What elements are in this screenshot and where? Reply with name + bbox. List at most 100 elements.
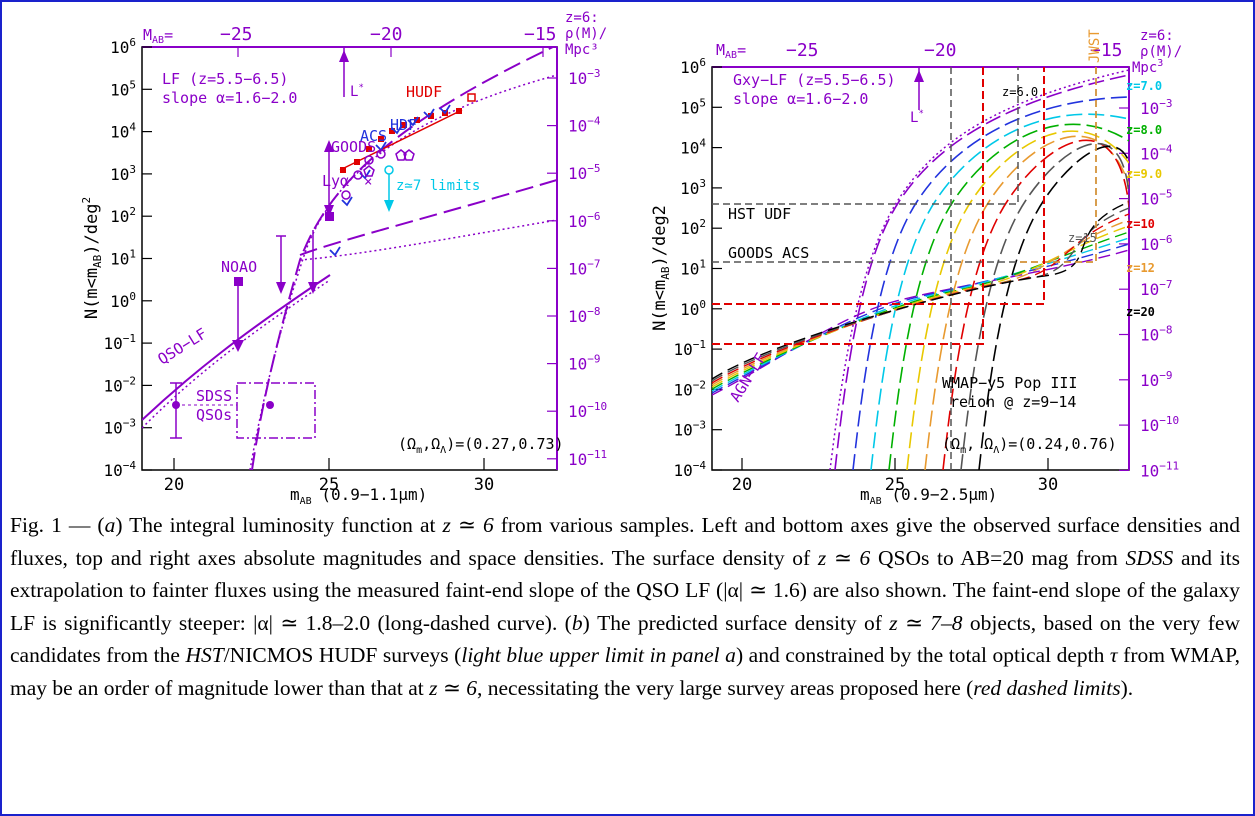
qsos-label: QSOs: [196, 406, 232, 424]
y-tick-label: 103: [110, 163, 136, 184]
agn-lf-curve: [712, 201, 1129, 380]
y-tick-label: 104: [110, 121, 136, 142]
agn-lf-curve: [712, 237, 1129, 392]
z60-label: z=6.0: [1002, 85, 1038, 99]
lf-slope-label: slope α=1.6−2.0: [162, 89, 297, 107]
y-tick-label: 105: [680, 96, 706, 117]
panel-b-right-title: z=6:: [1140, 28, 1174, 44]
redshift-lf-curve: [960, 142, 1129, 470]
panel-b-top-axis-label: MAB=: [716, 41, 746, 61]
top-tick-label: −25: [786, 40, 819, 61]
panel-a-right-title: ρ(M)/: [565, 26, 607, 42]
right-tick-label: 10−6: [1140, 233, 1173, 254]
sdss-point: [172, 401, 180, 409]
panel-b-x-tick-labels: 20 25 30: [732, 475, 1058, 495]
right-tick-label: 10−9: [568, 353, 601, 374]
panel-a: MAB= −25 −20 −15 z=6: ρ(M)/ Mpc³ 1061051…: [80, 10, 607, 505]
lstar-label: L*: [350, 83, 364, 100]
wmap-label: WMAP−y5 Pop III: [942, 374, 1077, 392]
arrowhead: [324, 140, 334, 152]
goods-point: [364, 155, 374, 165]
redshift-lf-curve: [906, 130, 1129, 470]
redshift-legend: z=7.0 z=8.0 z=9.0 z=10 z=12 z=20: [1126, 79, 1162, 319]
galaxy-lf-lower-dotted: [299, 219, 557, 261]
redshift-lf-curve: [852, 96, 1129, 470]
y-tick-label: 101: [680, 258, 706, 279]
goods-pentagon: [403, 149, 415, 161]
x-tick-label: 20: [164, 475, 184, 495]
qso-lf-label: QSO−LF: [155, 324, 210, 368]
y-tick-label: 102: [110, 205, 136, 226]
acs-marker: [341, 196, 353, 207]
right-tick-label: 10−10: [568, 400, 607, 421]
lya-label: Lyα: [322, 172, 349, 190]
goods-pentagon: [363, 165, 375, 177]
acs-marker: [329, 246, 341, 257]
y-tick-label: 10−2: [673, 378, 706, 399]
agn-lf-curve: [712, 243, 1129, 394]
panel-b-y-axis-label: N(m<mAB)/deg2: [650, 205, 672, 331]
hudf-point: [340, 167, 346, 173]
hudf-line: [339, 109, 463, 171]
panel-a-x-tick-labels: 20 25 30: [164, 475, 494, 495]
acs-marker: [423, 108, 435, 119]
hudf-point: [428, 113, 434, 119]
right-tick-label: 10−6: [568, 210, 601, 231]
panel-a-y-tick-labels: 106 105 104 103 102 101 100 10−1 10−2 10−3 10−4: [103, 36, 136, 480]
sdss-label: SDSS: [196, 387, 232, 405]
goods-point: [353, 170, 363, 180]
sdss-box: [236, 382, 316, 439]
panel-a-y-axis-label: N(m<mAB)/deg2: [80, 197, 104, 319]
y-tick-label: 105: [110, 78, 136, 99]
panel-a-tick-marks: [142, 46, 557, 471]
goods-label: GOODS: [331, 138, 376, 156]
top-tick-label: −15: [1090, 40, 1123, 61]
top-tick-label: −25: [220, 24, 253, 45]
right-tick-label: 10−7: [1140, 278, 1173, 299]
qso-lf-dotted: [142, 279, 331, 429]
lya-cross: ×: [364, 174, 372, 190]
acs-label: ACS: [360, 127, 387, 145]
z15-label: z=15: [1068, 231, 1097, 245]
qso-lf-curve: [142, 274, 331, 421]
red-limit-2: [712, 67, 1045, 305]
wmap-reion-label: reion @ z=9−14: [950, 393, 1076, 411]
x-tick-label: 30: [1038, 475, 1058, 495]
right-tick-label: 10−5: [1140, 188, 1173, 209]
acs-marker: [439, 104, 451, 115]
hudf-open-point: [467, 93, 476, 102]
panel-a-top-axis-label: MAB=: [143, 26, 173, 46]
z7-limits-label: z≃7 limits: [396, 178, 480, 194]
y-tick-label: 100: [680, 298, 706, 319]
x-tick-label: 25: [319, 475, 339, 495]
right-tick-label: 10−11: [1140, 459, 1179, 480]
right-tick-label: 10−3: [568, 67, 601, 88]
data-point: [325, 212, 334, 221]
redshift-lf-curve: [834, 74, 1129, 470]
y-tick-label: 10−3: [673, 419, 706, 440]
right-tick-label: 10−4: [1140, 142, 1173, 163]
panel-b-tick-marks: [712, 66, 1129, 471]
panel-a-right-tick-labels: 10−3 10−4 10−5 10−6 10−7 10−8 10−9 10−10 10−11: [568, 67, 607, 469]
goods-acs-label: GOODS ACS: [728, 244, 809, 262]
right-tick-label: 10−5: [568, 162, 601, 183]
z-legend-item: z=7.0: [1126, 79, 1162, 93]
panel-a-cosmology: (Ωm,ΩΛ)=(0.27,0.73): [398, 435, 564, 456]
figure-panels: MAB= −25 −20 −15 z=6: ρ(M)/ Mpc³ 1061051…: [80, 10, 1182, 505]
z-legend-item: z=8.0: [1126, 123, 1162, 137]
goods-points: [341, 149, 415, 200]
sdss-point: [266, 401, 274, 409]
right-tick-label: 10−8: [1140, 324, 1173, 345]
hudf-point: [378, 136, 384, 142]
acs-marker: [407, 116, 419, 127]
y-tick-label: 10−2: [103, 374, 136, 395]
x-tick-label: 25: [885, 475, 905, 495]
hdf-label: HDF: [390, 116, 417, 134]
acs-marker: [391, 124, 403, 135]
noao-label: NOAO: [221, 258, 257, 276]
y-tick-label: 10−3: [103, 417, 136, 438]
z-legend-item: z=10: [1126, 217, 1155, 231]
figure-caption: Fig. 1 — (a) The integral luminosity fun…: [10, 513, 1241, 700]
y-tick-label: 10−4: [673, 459, 706, 480]
